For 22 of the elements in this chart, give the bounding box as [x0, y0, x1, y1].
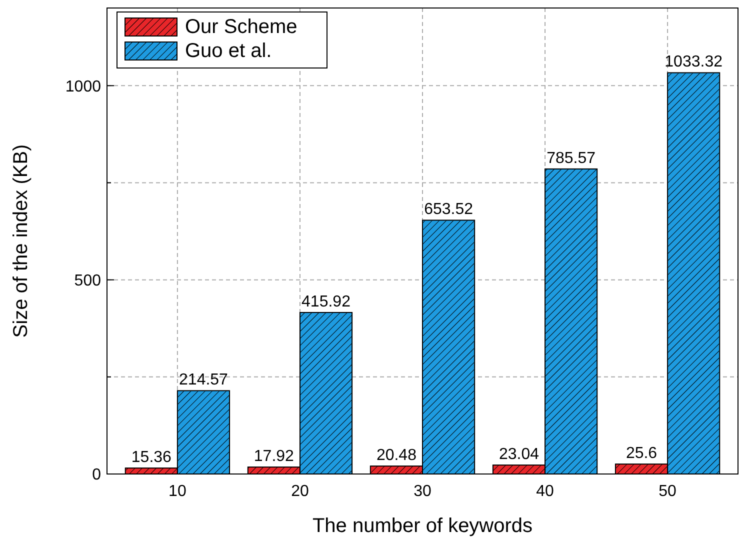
- data-label: 23.04: [498, 446, 540, 464]
- data-label: 653.52: [424, 201, 474, 218]
- legend-label: Guo et al.: [185, 40, 272, 62]
- x-tick-label: 30: [414, 483, 432, 500]
- data-label: 785.57: [546, 150, 596, 167]
- y-tick-label: 0: [92, 466, 102, 484]
- y-tick-label: 500: [74, 272, 102, 290]
- x-tick-label: 10: [168, 483, 186, 500]
- data-label: 415.92: [302, 293, 351, 310]
- x-tick-label: 40: [536, 483, 554, 500]
- legend-label: Our Scheme: [185, 16, 298, 38]
- x-tick-label: 50: [658, 483, 677, 500]
- data-label: 25.6: [626, 445, 658, 462]
- data-label: 20.48: [376, 447, 417, 464]
- x-axis-title: The number of keywords: [312, 515, 533, 537]
- y-tick-label: 1000: [65, 78, 102, 96]
- x-tick-label: 20: [291, 483, 309, 500]
- y-axis-title: Size of the index (KB): [10, 144, 32, 338]
- data-label: 17.92: [254, 448, 294, 466]
- data-label: 214.57: [179, 372, 228, 389]
- data-label: 1033.32: [664, 54, 723, 71]
- data-label: 15.36: [131, 449, 172, 466]
